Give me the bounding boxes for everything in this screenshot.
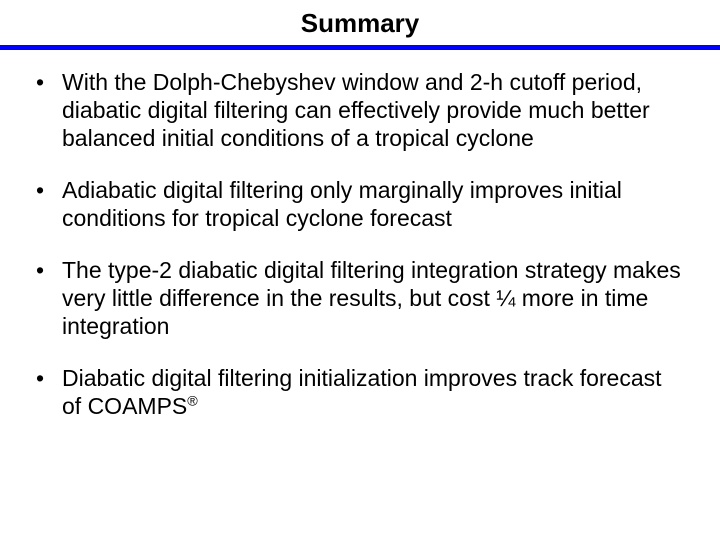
- list-item: Adiabatic digital filtering only margina…: [36, 176, 684, 232]
- list-item: Diabatic digital filtering initializatio…: [36, 364, 684, 420]
- slide: Summary With the Dolph-Chebyshev window …: [0, 0, 720, 540]
- list-item: With the Dolph-Chebyshev window and 2-h …: [36, 68, 684, 152]
- slide-title: Summary: [0, 0, 720, 45]
- list-item: The type-2 diabatic digital filtering in…: [36, 256, 684, 340]
- bullet-list: With the Dolph-Chebyshev window and 2-h …: [0, 50, 720, 420]
